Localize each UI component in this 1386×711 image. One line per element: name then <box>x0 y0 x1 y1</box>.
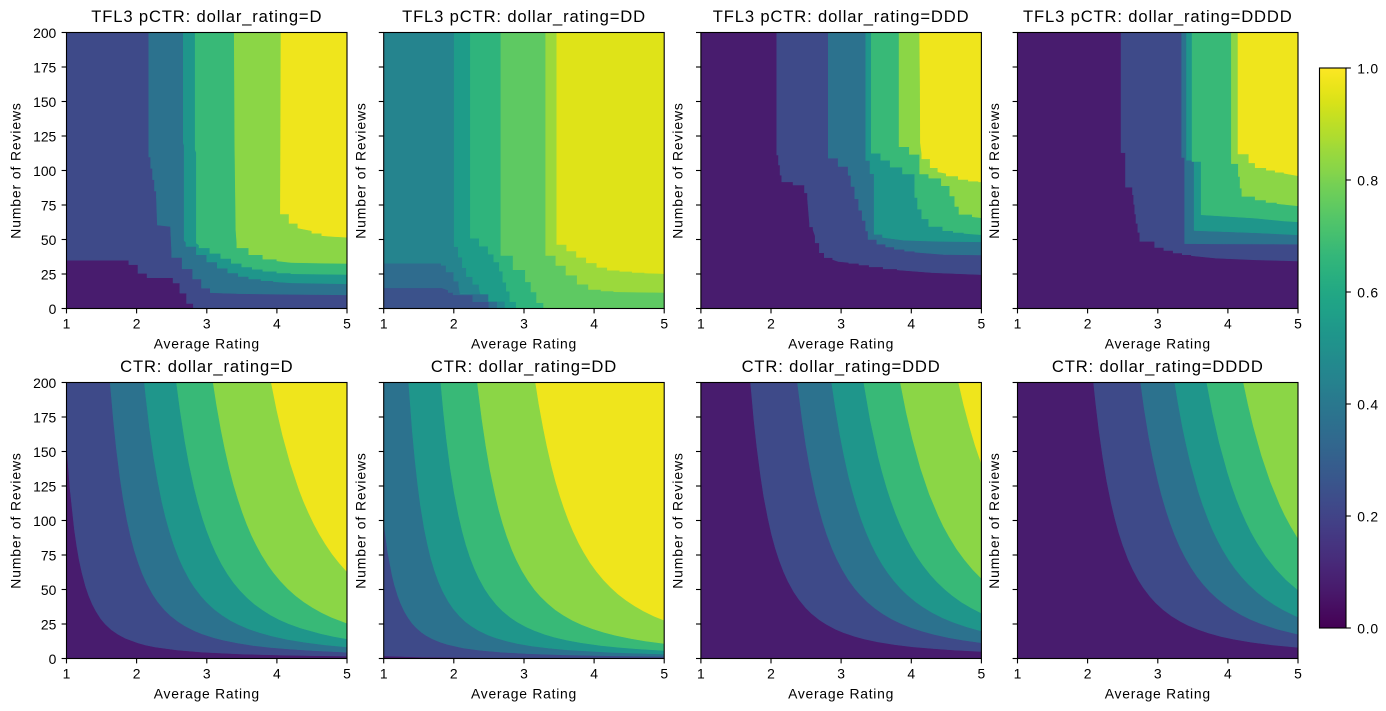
svg-text:CTR: dollar_rating=DDD: CTR: dollar_rating=DDD <box>742 357 941 376</box>
svg-text:5: 5 <box>343 316 351 332</box>
svg-text:125: 125 <box>33 129 56 145</box>
svg-text:0: 0 <box>49 301 57 317</box>
svg-text:175: 175 <box>33 410 56 426</box>
svg-text:5: 5 <box>978 316 986 332</box>
svg-text:5: 5 <box>660 666 668 682</box>
svg-text:5: 5 <box>660 316 668 332</box>
svg-text:TFL3 pCTR: dollar_rating=DDDD: TFL3 pCTR: dollar_rating=DDDD <box>1023 7 1293 26</box>
svg-text:5: 5 <box>978 666 986 682</box>
svg-text:2: 2 <box>133 316 141 332</box>
svg-text:Average Rating: Average Rating <box>471 336 577 352</box>
svg-text:25: 25 <box>41 617 57 633</box>
svg-text:3: 3 <box>837 666 845 682</box>
svg-text:1.0: 1.0 <box>1357 61 1379 77</box>
svg-text:125: 125 <box>33 479 56 495</box>
svg-text:2: 2 <box>450 666 458 682</box>
svg-text:3: 3 <box>520 666 528 682</box>
svg-text:0.2: 0.2 <box>1357 509 1379 525</box>
svg-text:4: 4 <box>907 316 915 332</box>
svg-text:3: 3 <box>1154 316 1162 332</box>
svg-text:Number of Reviews: Number of Reviews <box>670 102 686 239</box>
svg-text:25: 25 <box>41 267 57 283</box>
svg-text:Number of Reviews: Number of Reviews <box>670 452 686 589</box>
svg-text:100: 100 <box>33 513 56 529</box>
svg-text:4: 4 <box>590 666 598 682</box>
svg-text:Number of Reviews: Number of Reviews <box>986 102 1002 239</box>
svg-text:1: 1 <box>63 316 71 332</box>
svg-text:175: 175 <box>33 60 56 76</box>
svg-text:1: 1 <box>380 316 388 332</box>
svg-text:Average Rating: Average Rating <box>1105 336 1211 352</box>
svg-text:TFL3 pCTR: dollar_rating=DD: TFL3 pCTR: dollar_rating=DD <box>402 7 646 26</box>
svg-text:2: 2 <box>133 666 141 682</box>
svg-text:1: 1 <box>1014 316 1022 332</box>
svg-text:Average Rating: Average Rating <box>471 686 577 702</box>
svg-text:4: 4 <box>1224 316 1232 332</box>
svg-text:0.6: 0.6 <box>1357 285 1379 301</box>
svg-text:0: 0 <box>49 651 57 667</box>
svg-text:100: 100 <box>33 163 56 179</box>
svg-text:CTR: dollar_rating=D: CTR: dollar_rating=D <box>120 357 293 376</box>
svg-text:3: 3 <box>203 666 211 682</box>
svg-text:3: 3 <box>520 316 528 332</box>
svg-text:Average Rating: Average Rating <box>154 336 260 352</box>
svg-text:4: 4 <box>1224 666 1232 682</box>
svg-text:50: 50 <box>41 582 57 598</box>
svg-text:Average Rating: Average Rating <box>1105 686 1211 702</box>
svg-text:75: 75 <box>41 548 57 564</box>
svg-text:Number of Reviews: Number of Reviews <box>7 102 23 239</box>
svg-text:1: 1 <box>380 666 388 682</box>
svg-text:0.4: 0.4 <box>1357 397 1379 413</box>
svg-text:5: 5 <box>1294 666 1302 682</box>
svg-text:Average Rating: Average Rating <box>788 686 894 702</box>
svg-text:75: 75 <box>41 198 57 214</box>
svg-text:Number of Reviews: Number of Reviews <box>7 452 23 589</box>
svg-text:3: 3 <box>1154 666 1162 682</box>
svg-text:4: 4 <box>907 666 915 682</box>
svg-text:200: 200 <box>33 25 56 41</box>
svg-text:3: 3 <box>203 316 211 332</box>
svg-text:1: 1 <box>63 666 71 682</box>
svg-text:Average Rating: Average Rating <box>154 686 260 702</box>
svg-text:TFL3 pCTR: dollar_rating=DDD: TFL3 pCTR: dollar_rating=DDD <box>713 7 970 26</box>
svg-text:Number of Reviews: Number of Reviews <box>986 452 1002 589</box>
svg-text:1: 1 <box>1014 666 1022 682</box>
svg-text:Number of Reviews: Number of Reviews <box>352 452 368 589</box>
svg-text:50: 50 <box>41 232 57 248</box>
svg-text:3: 3 <box>837 316 845 332</box>
svg-text:150: 150 <box>33 94 56 110</box>
svg-text:5: 5 <box>1294 316 1302 332</box>
svg-text:1: 1 <box>697 666 705 682</box>
svg-text:Average Rating: Average Rating <box>788 336 894 352</box>
svg-text:Number of Reviews: Number of Reviews <box>352 102 368 239</box>
svg-text:0.0: 0.0 <box>1357 621 1379 637</box>
svg-text:CTR: dollar_rating=DDDD: CTR: dollar_rating=DDDD <box>1052 357 1264 376</box>
svg-text:2: 2 <box>767 666 775 682</box>
svg-text:1: 1 <box>697 316 705 332</box>
svg-text:2: 2 <box>1084 666 1092 682</box>
svg-text:150: 150 <box>33 444 56 460</box>
svg-text:2: 2 <box>450 316 458 332</box>
svg-text:4: 4 <box>273 316 281 332</box>
svg-text:2: 2 <box>1084 316 1092 332</box>
svg-text:TFL3 pCTR: dollar_rating=D: TFL3 pCTR: dollar_rating=D <box>91 7 322 26</box>
svg-text:0.8: 0.8 <box>1357 173 1379 189</box>
svg-text:CTR: dollar_rating=DD: CTR: dollar_rating=DD <box>431 357 617 376</box>
svg-text:4: 4 <box>273 666 281 682</box>
svg-text:5: 5 <box>343 666 351 682</box>
svg-text:2: 2 <box>767 316 775 332</box>
svg-text:200: 200 <box>33 375 56 391</box>
svg-text:4: 4 <box>590 316 598 332</box>
